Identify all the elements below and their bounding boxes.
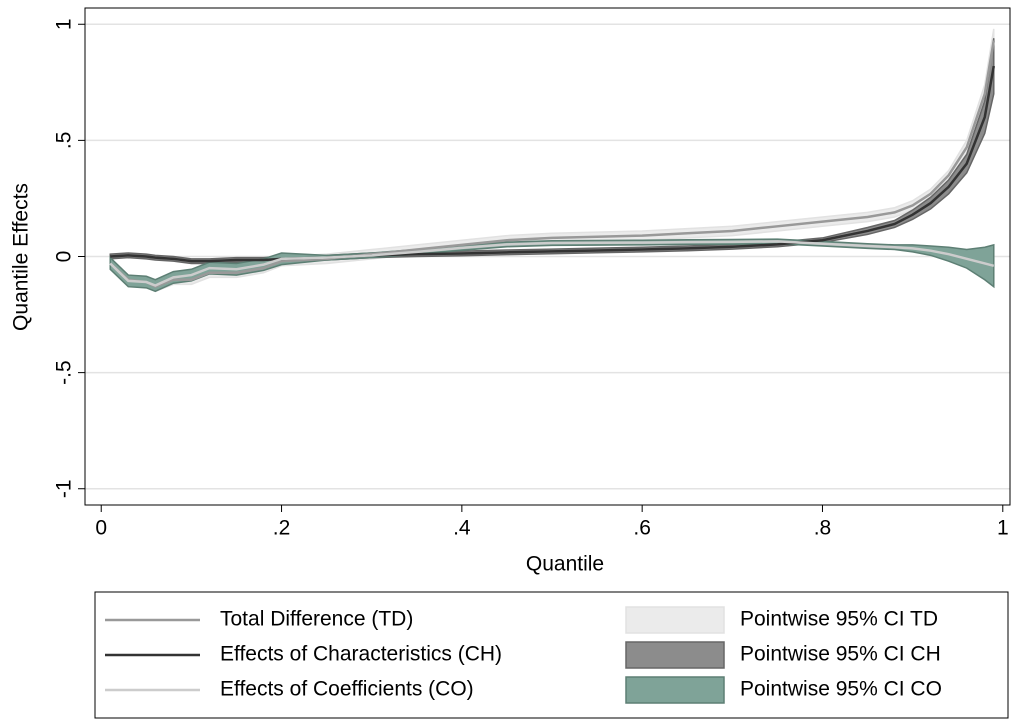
x-tick-label: .2: [273, 517, 291, 540]
x-tick-label: .6: [633, 517, 651, 540]
x-tick-label: 1: [997, 517, 1009, 540]
series-line: [110, 65, 996, 263]
x-tick-label: .4: [453, 517, 471, 540]
legend-label: Effects of Characteristics (CH): [220, 643, 502, 666]
legend-box: [94, 591, 1009, 719]
legend-label: Total Difference (TD): [220, 608, 413, 631]
ci-band: [109, 238, 995, 293]
y-axis-title: Quantile Effects: [10, 183, 33, 331]
legend-swatch: [625, 606, 725, 634]
x-tick-label: .8: [814, 517, 832, 540]
series-line: [109, 40, 996, 289]
legend-swatch: [625, 676, 725, 704]
legend-swatch: [625, 641, 725, 669]
y-tick-label: -1: [53, 479, 76, 498]
series-line: [109, 240, 995, 287]
plot-frame: [84, 7, 1011, 506]
legend-label: Pointwise 95% CI CO: [740, 678, 942, 701]
y-tick-label: 0: [53, 251, 76, 263]
legend-label: Pointwise 95% CI TD: [740, 608, 938, 631]
y-tick-label: .5: [53, 132, 76, 150]
x-axis-title: Quantile: [526, 553, 604, 576]
legend-label: Pointwise 95% CI CH: [740, 643, 941, 666]
ci-band: [109, 38, 995, 265]
y-tick-label: -.5: [53, 360, 76, 385]
x-tick-label: 0: [95, 517, 107, 540]
y-tick-label: 1: [53, 18, 76, 30]
legend-label: Effects of Coefficients (CO): [220, 678, 474, 701]
